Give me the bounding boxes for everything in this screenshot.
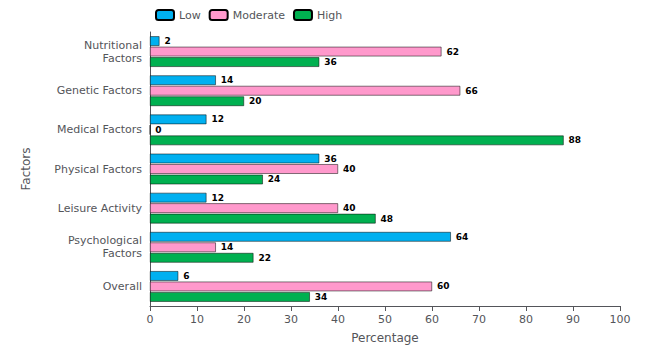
svg-text:0: 0 (155, 125, 161, 135)
svg-text:Percentage: Percentage (351, 331, 419, 345)
svg-text:30: 30 (284, 313, 298, 326)
svg-text:Genetic Factors: Genetic Factors (57, 84, 143, 97)
svg-text:20: 20 (237, 313, 251, 326)
svg-text:90: 90 (566, 313, 580, 326)
svg-text:Low: Low (179, 9, 201, 22)
svg-text:88: 88 (569, 135, 582, 145)
svg-text:60: 60 (425, 313, 439, 326)
svg-text:6: 6 (183, 271, 189, 281)
svg-text:2: 2 (164, 36, 170, 46)
svg-text:Medical Factors: Medical Factors (57, 123, 142, 136)
svg-text:Nutritional: Nutritional (84, 39, 142, 52)
svg-text:40: 40 (343, 203, 356, 213)
svg-text:22: 22 (258, 253, 271, 263)
svg-text:Physical Factors: Physical Factors (54, 163, 142, 176)
svg-text:24: 24 (268, 174, 281, 184)
svg-text:64: 64 (456, 232, 469, 242)
svg-text:20: 20 (249, 96, 262, 106)
svg-text:Factors: Factors (103, 247, 143, 260)
svg-text:Factors: Factors (19, 148, 33, 191)
svg-text:66: 66 (465, 86, 478, 96)
svg-text:80: 80 (519, 313, 533, 326)
svg-text:50: 50 (378, 313, 392, 326)
svg-text:0: 0 (147, 313, 154, 326)
svg-text:Psychological: Psychological (68, 234, 142, 247)
svg-text:High: High (317, 9, 342, 22)
svg-text:48: 48 (381, 214, 394, 224)
svg-text:40: 40 (331, 313, 345, 326)
svg-text:100: 100 (610, 313, 631, 326)
svg-text:62: 62 (446, 47, 459, 57)
svg-text:40: 40 (343, 164, 356, 174)
svg-text:10: 10 (190, 313, 204, 326)
svg-text:12: 12 (211, 114, 224, 124)
svg-text:36: 36 (324, 154, 337, 164)
svg-text:14: 14 (221, 242, 234, 252)
svg-text:12: 12 (211, 193, 224, 203)
svg-text:Factors: Factors (103, 52, 143, 65)
svg-text:Moderate: Moderate (233, 9, 286, 22)
svg-text:60: 60 (437, 281, 450, 291)
svg-text:14: 14 (221, 75, 234, 85)
svg-text:Leisure Activity: Leisure Activity (58, 202, 143, 215)
svg-text:34: 34 (315, 292, 328, 302)
svg-text:36: 36 (324, 57, 337, 67)
svg-text:70: 70 (472, 313, 486, 326)
svg-text:Overall: Overall (103, 280, 142, 293)
